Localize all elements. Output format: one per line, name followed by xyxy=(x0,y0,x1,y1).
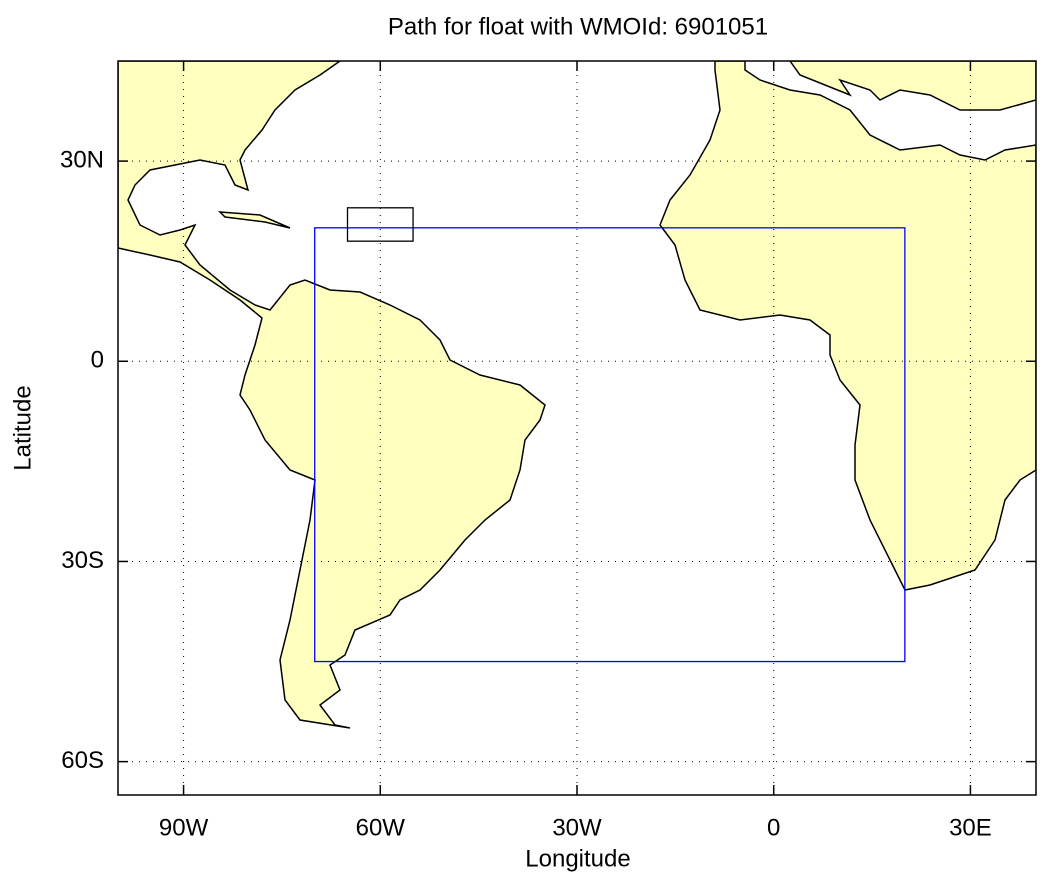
y-tick-label: 30S xyxy=(61,547,104,574)
x-axis-label: Longitude xyxy=(525,845,630,872)
region-box xyxy=(314,227,906,663)
y-tick-label: 60S xyxy=(61,747,104,774)
land xyxy=(118,61,1036,729)
africa xyxy=(659,61,1036,591)
x-tick-label: 30E xyxy=(949,814,992,841)
x-tick-label: 30W xyxy=(552,814,602,841)
cuba xyxy=(218,211,291,229)
europe xyxy=(789,61,1036,111)
y-axis-label: Latitude xyxy=(9,385,36,470)
y-tick-label: 0 xyxy=(91,347,104,374)
x-tick-label: 0 xyxy=(767,814,780,841)
x-tick-label: 90W xyxy=(159,814,209,841)
y-tick-label: 30N xyxy=(60,146,104,173)
chart-title: Path for float with WMOId: 6901051 xyxy=(388,13,768,40)
region-box xyxy=(346,207,414,242)
americas xyxy=(118,61,546,729)
x-tick-label: 60W xyxy=(356,814,406,841)
